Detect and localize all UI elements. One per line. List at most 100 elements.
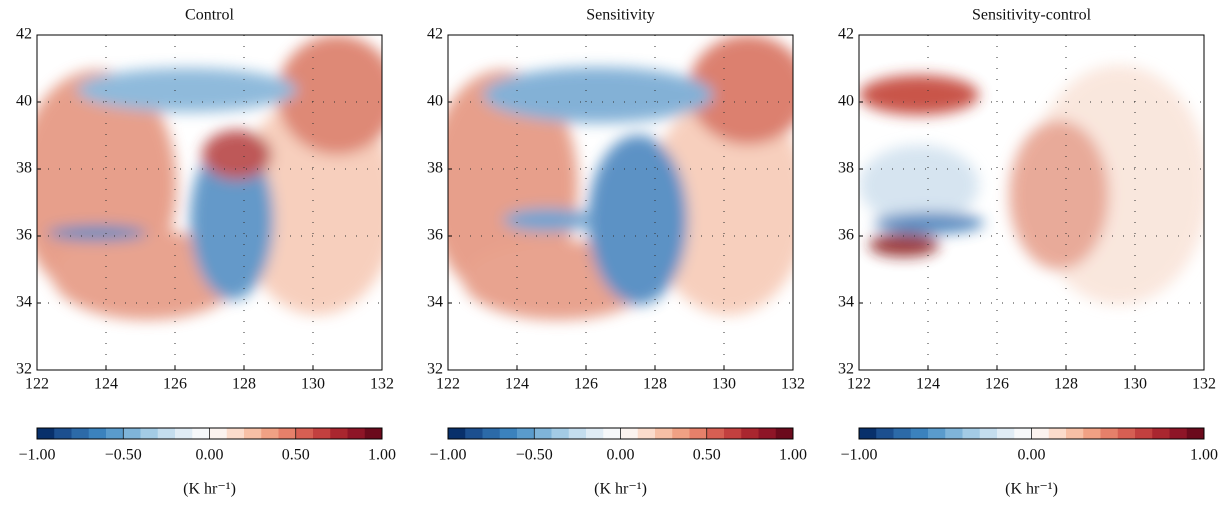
colorbar-cell — [499, 428, 518, 439]
colorbar-cell — [1048, 428, 1067, 439]
x-tick-label: 130 — [1123, 376, 1147, 393]
colorbar-tick-label: −0.50 — [516, 447, 553, 464]
colorbar-cell — [876, 428, 894, 439]
colorbar-cell — [1152, 428, 1170, 439]
plot-frame — [36, 34, 383, 371]
colorbar-cell — [1066, 428, 1084, 439]
colorbar-cell — [997, 428, 1015, 439]
y-tick-label: 42 — [16, 26, 32, 43]
colorbar-cell — [347, 428, 366, 439]
colorbar-cell — [534, 428, 552, 439]
x-tick-label: 128 — [643, 376, 667, 393]
colorbar-cell — [1014, 428, 1032, 439]
colorbar-cell — [568, 428, 587, 439]
colorbar-cell — [724, 428, 742, 439]
colorbar-cell — [775, 428, 794, 439]
colorbar-cell — [71, 428, 90, 439]
colorbar-cell — [910, 428, 929, 439]
x-tick-label: 128 — [1054, 376, 1078, 393]
colorbar-tick-label: −1.00 — [18, 447, 55, 464]
colorbar-cell — [603, 428, 621, 439]
panel-title: Control — [185, 7, 234, 24]
colorbar-cell — [620, 428, 639, 439]
y-tick-label: 34 — [838, 294, 854, 311]
colorbar-tick-label: −0.50 — [105, 447, 142, 464]
colorbar-cell — [123, 428, 141, 439]
plot-frame — [447, 34, 794, 371]
y-tick-label: 32 — [838, 361, 854, 378]
colorbar-cell — [859, 428, 877, 439]
y-tick-label: 40 — [838, 93, 854, 110]
colorbar-label: (K hr⁻¹) — [594, 481, 647, 498]
y-tick-label: 36 — [427, 227, 443, 244]
x-tick-label: 126 — [985, 376, 1009, 393]
colorbar-tick-label: 1.00 — [368, 447, 396, 464]
colorbar-cell — [758, 428, 777, 439]
y-tick-label: 36 — [16, 227, 32, 244]
colorbar-label: (K hr⁻¹) — [1005, 481, 1058, 498]
field-2 — [448, 35, 793, 320]
y-tick-label: 34 — [427, 294, 443, 311]
colorbar-cell — [157, 428, 176, 439]
colorbar-tick-label: 1.00 — [1190, 447, 1218, 464]
colorbar-cell — [637, 428, 656, 439]
colorbar-cell — [551, 428, 570, 439]
colorbar-cell — [672, 428, 690, 439]
colorbar-tick-label: 0.50 — [693, 447, 721, 464]
y-tick-label: 42 — [427, 26, 443, 43]
colorbar-cell — [226, 428, 245, 439]
colorbar-cell — [945, 428, 963, 439]
colorbar-tick-label: 1.00 — [779, 447, 807, 464]
y-tick-label: 40 — [16, 93, 32, 110]
x-tick-label: 130 — [712, 376, 736, 393]
colorbar-cell — [140, 428, 159, 439]
colorbar-cell — [482, 428, 501, 439]
y-tick-label: 38 — [427, 160, 443, 177]
colorbar-tick-label: 0.00 — [196, 447, 224, 464]
field-3 — [859, 65, 1204, 305]
x-tick-label: 128 — [232, 376, 256, 393]
colorbar-cell — [295, 428, 314, 439]
x-tick-label: 132 — [370, 376, 394, 393]
colorbar-cell — [655, 428, 673, 439]
colorbar-tick-label: 0.50 — [282, 447, 310, 464]
plot-frame — [858, 34, 1205, 371]
colorbar-tick-label: 0.00 — [607, 447, 635, 464]
colorbar-cell — [465, 428, 483, 439]
y-tick-label: 32 — [427, 361, 443, 378]
colorbar-cell — [448, 428, 466, 439]
colorbar-cell — [586, 428, 604, 439]
y-tick-label: 42 — [838, 26, 854, 43]
colorbar-cell — [928, 428, 946, 439]
colorbar-tick-label: −1.00 — [429, 447, 466, 464]
panel-title: Sensitivity-control — [972, 7, 1092, 24]
colorbar-cell — [278, 428, 297, 439]
colorbar-cell — [330, 428, 348, 439]
x-tick-label: 122 — [25, 376, 49, 393]
colorbar-cell — [88, 428, 107, 439]
x-tick-label: 124 — [505, 376, 529, 393]
colorbar-cell — [37, 428, 55, 439]
x-tick-label: 130 — [301, 376, 325, 393]
x-tick-label: 122 — [436, 376, 460, 393]
colorbar-tick-label: 0.00 — [1018, 447, 1046, 464]
y-tick-label: 38 — [838, 160, 854, 177]
colorbar-cell — [689, 428, 708, 439]
x-tick-label: 124 — [916, 376, 940, 393]
colorbar-cell — [706, 428, 725, 439]
x-tick-label: 126 — [163, 376, 187, 393]
colorbar-cell — [261, 428, 279, 439]
colorbar-cell — [962, 428, 981, 439]
colorbar-cell — [106, 428, 124, 439]
x-tick-label: 124 — [94, 376, 118, 393]
field-1 — [37, 35, 382, 320]
x-tick-label: 132 — [1192, 376, 1216, 393]
y-tick-label: 38 — [16, 160, 32, 177]
colorbar-cell — [192, 428, 210, 439]
colorbar-cell — [1135, 428, 1153, 439]
colorbar-cell — [1083, 428, 1101, 439]
colorbar-cell — [893, 428, 912, 439]
y-tick-label: 40 — [427, 93, 443, 110]
